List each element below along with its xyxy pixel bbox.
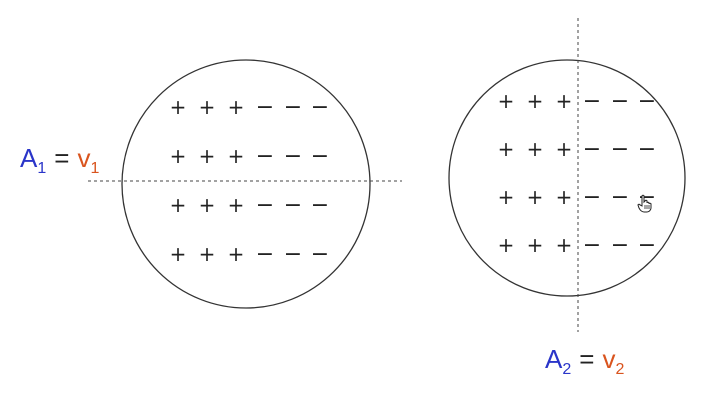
minus-sign: − bbox=[284, 242, 302, 267]
plus-sign: + bbox=[199, 95, 216, 119]
hand-pointer-icon bbox=[637, 194, 652, 213]
area-symbol-2: A bbox=[545, 344, 563, 374]
equation-a1-v1: A1 = v1 bbox=[20, 143, 99, 177]
plus-sign: + bbox=[527, 89, 544, 113]
right-circle bbox=[448, 59, 686, 297]
plus-sign: + bbox=[556, 137, 573, 161]
equals-sign-1: = bbox=[54, 143, 69, 173]
plus-sign: + bbox=[527, 185, 544, 209]
plus-sign: + bbox=[199, 144, 216, 168]
plus-sign: + bbox=[556, 89, 573, 113]
minus-sign: − bbox=[256, 242, 274, 267]
plus-sign: + bbox=[498, 233, 515, 257]
plus-sign: + bbox=[199, 242, 216, 266]
minus-sign: − bbox=[284, 144, 302, 169]
left-circle-charge-grid: + + + − − −+ + + − − −+ + + − − −+ + + − − − bbox=[170, 95, 330, 267]
minus-sign: − bbox=[256, 193, 274, 218]
minus-sign: − bbox=[611, 233, 629, 258]
plus-sign: + bbox=[527, 137, 544, 161]
minus-sign: − bbox=[284, 95, 302, 120]
left-circle bbox=[121, 59, 371, 309]
velocity-subscript-1: 1 bbox=[90, 160, 99, 177]
plus-sign: + bbox=[556, 233, 573, 257]
minus-sign: − bbox=[611, 137, 629, 162]
plus-sign: + bbox=[228, 193, 245, 217]
minus-sign: − bbox=[583, 185, 601, 210]
equation-a2-v2: A2 = v2 bbox=[545, 344, 624, 378]
plus-sign: + bbox=[556, 185, 573, 209]
minus-sign: − bbox=[583, 137, 601, 162]
minus-sign: − bbox=[311, 193, 329, 218]
area-symbol-1: A bbox=[20, 143, 38, 173]
plus-sign: + bbox=[170, 242, 187, 266]
plus-sign: + bbox=[498, 137, 515, 161]
minus-sign: − bbox=[638, 233, 656, 258]
plus-sign: + bbox=[228, 95, 245, 119]
plus-sign: + bbox=[498, 89, 515, 113]
plus-sign: + bbox=[228, 144, 245, 168]
minus-sign: − bbox=[311, 144, 329, 169]
plus-sign: + bbox=[170, 95, 187, 119]
plus-sign: + bbox=[228, 242, 245, 266]
plus-sign: + bbox=[170, 144, 187, 168]
plus-sign: + bbox=[199, 193, 216, 217]
minus-sign: − bbox=[284, 193, 302, 218]
minus-sign: − bbox=[638, 89, 656, 114]
velocity-symbol-1: v bbox=[77, 143, 90, 173]
minus-sign: − bbox=[256, 144, 274, 169]
plus-sign: + bbox=[527, 233, 544, 257]
minus-sign: − bbox=[311, 242, 329, 267]
velocity-subscript-2: 2 bbox=[615, 361, 624, 378]
equals-sign-2: = bbox=[579, 344, 594, 374]
right-circle-charge-grid: + + + − − −+ + + − − −+ + + − − −+ + + − − − bbox=[498, 89, 657, 258]
velocity-symbol-2: v bbox=[602, 344, 615, 374]
minus-sign: − bbox=[311, 95, 329, 120]
minus-sign: − bbox=[611, 185, 629, 210]
plus-sign: + bbox=[498, 185, 515, 209]
minus-sign: − bbox=[256, 95, 274, 120]
area-subscript-1: 1 bbox=[37, 160, 46, 177]
plus-sign: + bbox=[170, 193, 187, 217]
minus-sign: − bbox=[583, 89, 601, 114]
area-subscript-2: 2 bbox=[562, 361, 571, 378]
minus-sign: − bbox=[611, 89, 629, 114]
minus-sign: − bbox=[638, 137, 656, 162]
minus-sign: − bbox=[583, 233, 601, 258]
